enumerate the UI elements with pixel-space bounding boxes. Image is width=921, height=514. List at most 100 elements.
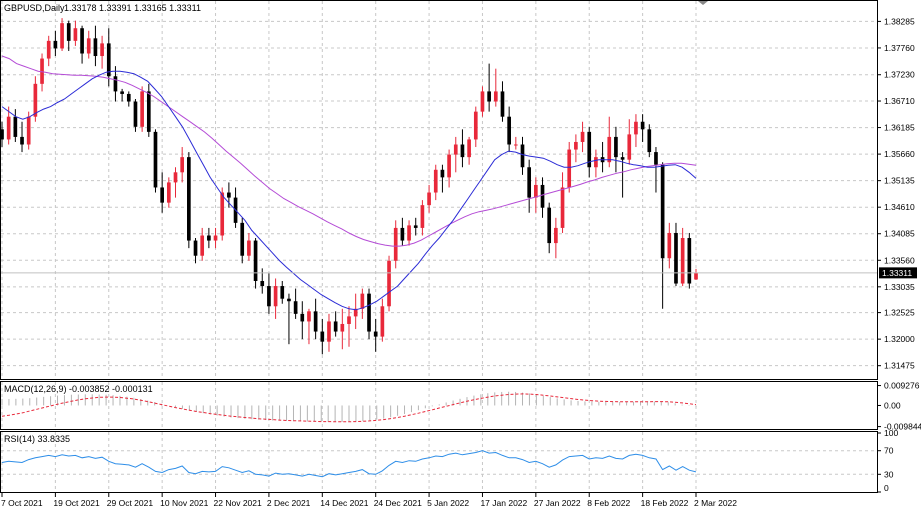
candle — [160, 172, 164, 213]
candle — [220, 187, 225, 241]
candle-body — [93, 38, 98, 57]
candlesticks — [0, 18, 698, 355]
candle — [507, 106, 511, 153]
candle-body — [587, 131, 592, 168]
candle-body — [427, 192, 431, 206]
candle — [407, 220, 411, 246]
candle-body — [560, 187, 565, 228]
candle-body — [53, 40, 58, 49]
candle-body — [520, 144, 525, 168]
candle — [213, 227, 218, 249]
time-axis: 7 Oct 2021 19 Oct 2021 29 Oct 2021 10 Nov 2… — [1, 493, 737, 508]
macd-tick-label: 0.00 — [884, 400, 901, 410]
candle-body — [634, 121, 638, 135]
candle-body — [493, 91, 498, 102]
candle — [120, 88, 124, 102]
price-tick-label: 1.37230 — [884, 70, 915, 80]
candle-body — [507, 116, 511, 145]
candle — [453, 136, 458, 173]
rsi-pane-frame — [0, 431, 878, 493]
candle — [413, 217, 418, 236]
price-tick-label: 1.32000 — [884, 334, 915, 344]
candle-body — [594, 157, 598, 168]
last-price-tag: 1.33311 — [879, 267, 917, 279]
candle — [267, 273, 271, 314]
candle-body — [460, 144, 465, 158]
macd-histogram — [1, 391, 697, 422]
candle-body — [640, 121, 645, 130]
candle-body — [627, 134, 632, 160]
candle-body — [200, 235, 205, 256]
candle — [193, 238, 198, 264]
candle — [287, 293, 291, 345]
candle — [153, 129, 158, 193]
candle — [6, 106, 11, 145]
candle-body — [647, 129, 652, 153]
candle — [146, 83, 151, 137]
candle — [313, 298, 318, 340]
candle — [207, 227, 211, 249]
price-tick-label: 1.34610 — [884, 202, 915, 212]
candle-body — [433, 169, 438, 193]
candle-body — [240, 222, 245, 256]
candle-body — [333, 321, 338, 332]
candle-body — [413, 225, 418, 228]
candle-body — [273, 286, 278, 307]
scroll-marker-icon[interactable] — [698, 1, 708, 5]
price-axis: 1.38285 1.37760 1.37230 1.36710 1.36185 1.356… — [877, 16, 915, 371]
candle-body — [614, 136, 618, 158]
candle — [460, 129, 465, 168]
candle-body — [487, 91, 491, 102]
candle — [513, 136, 518, 150]
candle — [307, 308, 311, 345]
candle-body — [387, 260, 391, 307]
svg-text:1.33311: 1.33311 — [882, 268, 912, 278]
macd-tick-label: 0.009276 — [884, 381, 920, 391]
candle — [614, 126, 618, 173]
candle — [340, 308, 345, 350]
candle-body — [100, 43, 104, 57]
candle-body — [400, 227, 405, 241]
candle — [347, 306, 351, 347]
candle-body — [620, 157, 625, 160]
candle — [587, 126, 592, 178]
candle — [694, 268, 698, 280]
time-tick-label: 17 Jan 2022 — [480, 498, 527, 508]
rsi-line — [1, 450, 697, 478]
candle — [367, 288, 371, 340]
candle — [40, 53, 44, 92]
candle-body — [287, 298, 291, 302]
candle-body — [26, 116, 31, 145]
candle — [420, 200, 425, 236]
candle — [86, 30, 91, 59]
candle-body — [140, 91, 144, 127]
time-tick-label: 29 Oct 2021 — [107, 498, 154, 508]
candle — [580, 121, 585, 153]
candle — [527, 159, 532, 213]
price-tick-label: 1.32525 — [884, 308, 915, 318]
candle-body — [260, 281, 265, 287]
candle-body — [547, 207, 552, 244]
candle-body — [607, 136, 612, 163]
rsi-tick-label: 0 — [884, 483, 889, 493]
candle — [166, 177, 171, 208]
price-tick-label: 1.36710 — [884, 96, 915, 106]
price-tick-label: 1.33560 — [884, 255, 915, 265]
time-tick-label: 22 Nov 2021 — [214, 498, 262, 508]
time-tick-label: 7 Oct 2021 — [1, 498, 43, 508]
candle — [327, 313, 331, 352]
symbol-title: GBPUSD,Daily — [4, 3, 65, 13]
candle-body — [373, 331, 378, 337]
candle-body — [513, 144, 518, 146]
candle — [647, 124, 652, 158]
candle — [20, 121, 24, 153]
candle-body — [467, 139, 471, 158]
candle-body — [480, 91, 485, 112]
candle-body — [527, 167, 532, 198]
candle — [187, 152, 191, 249]
candle — [440, 164, 445, 193]
candle-body — [667, 232, 672, 259]
rsi-levels — [1, 450, 877, 475]
grid-lines — [1, 1, 877, 492]
